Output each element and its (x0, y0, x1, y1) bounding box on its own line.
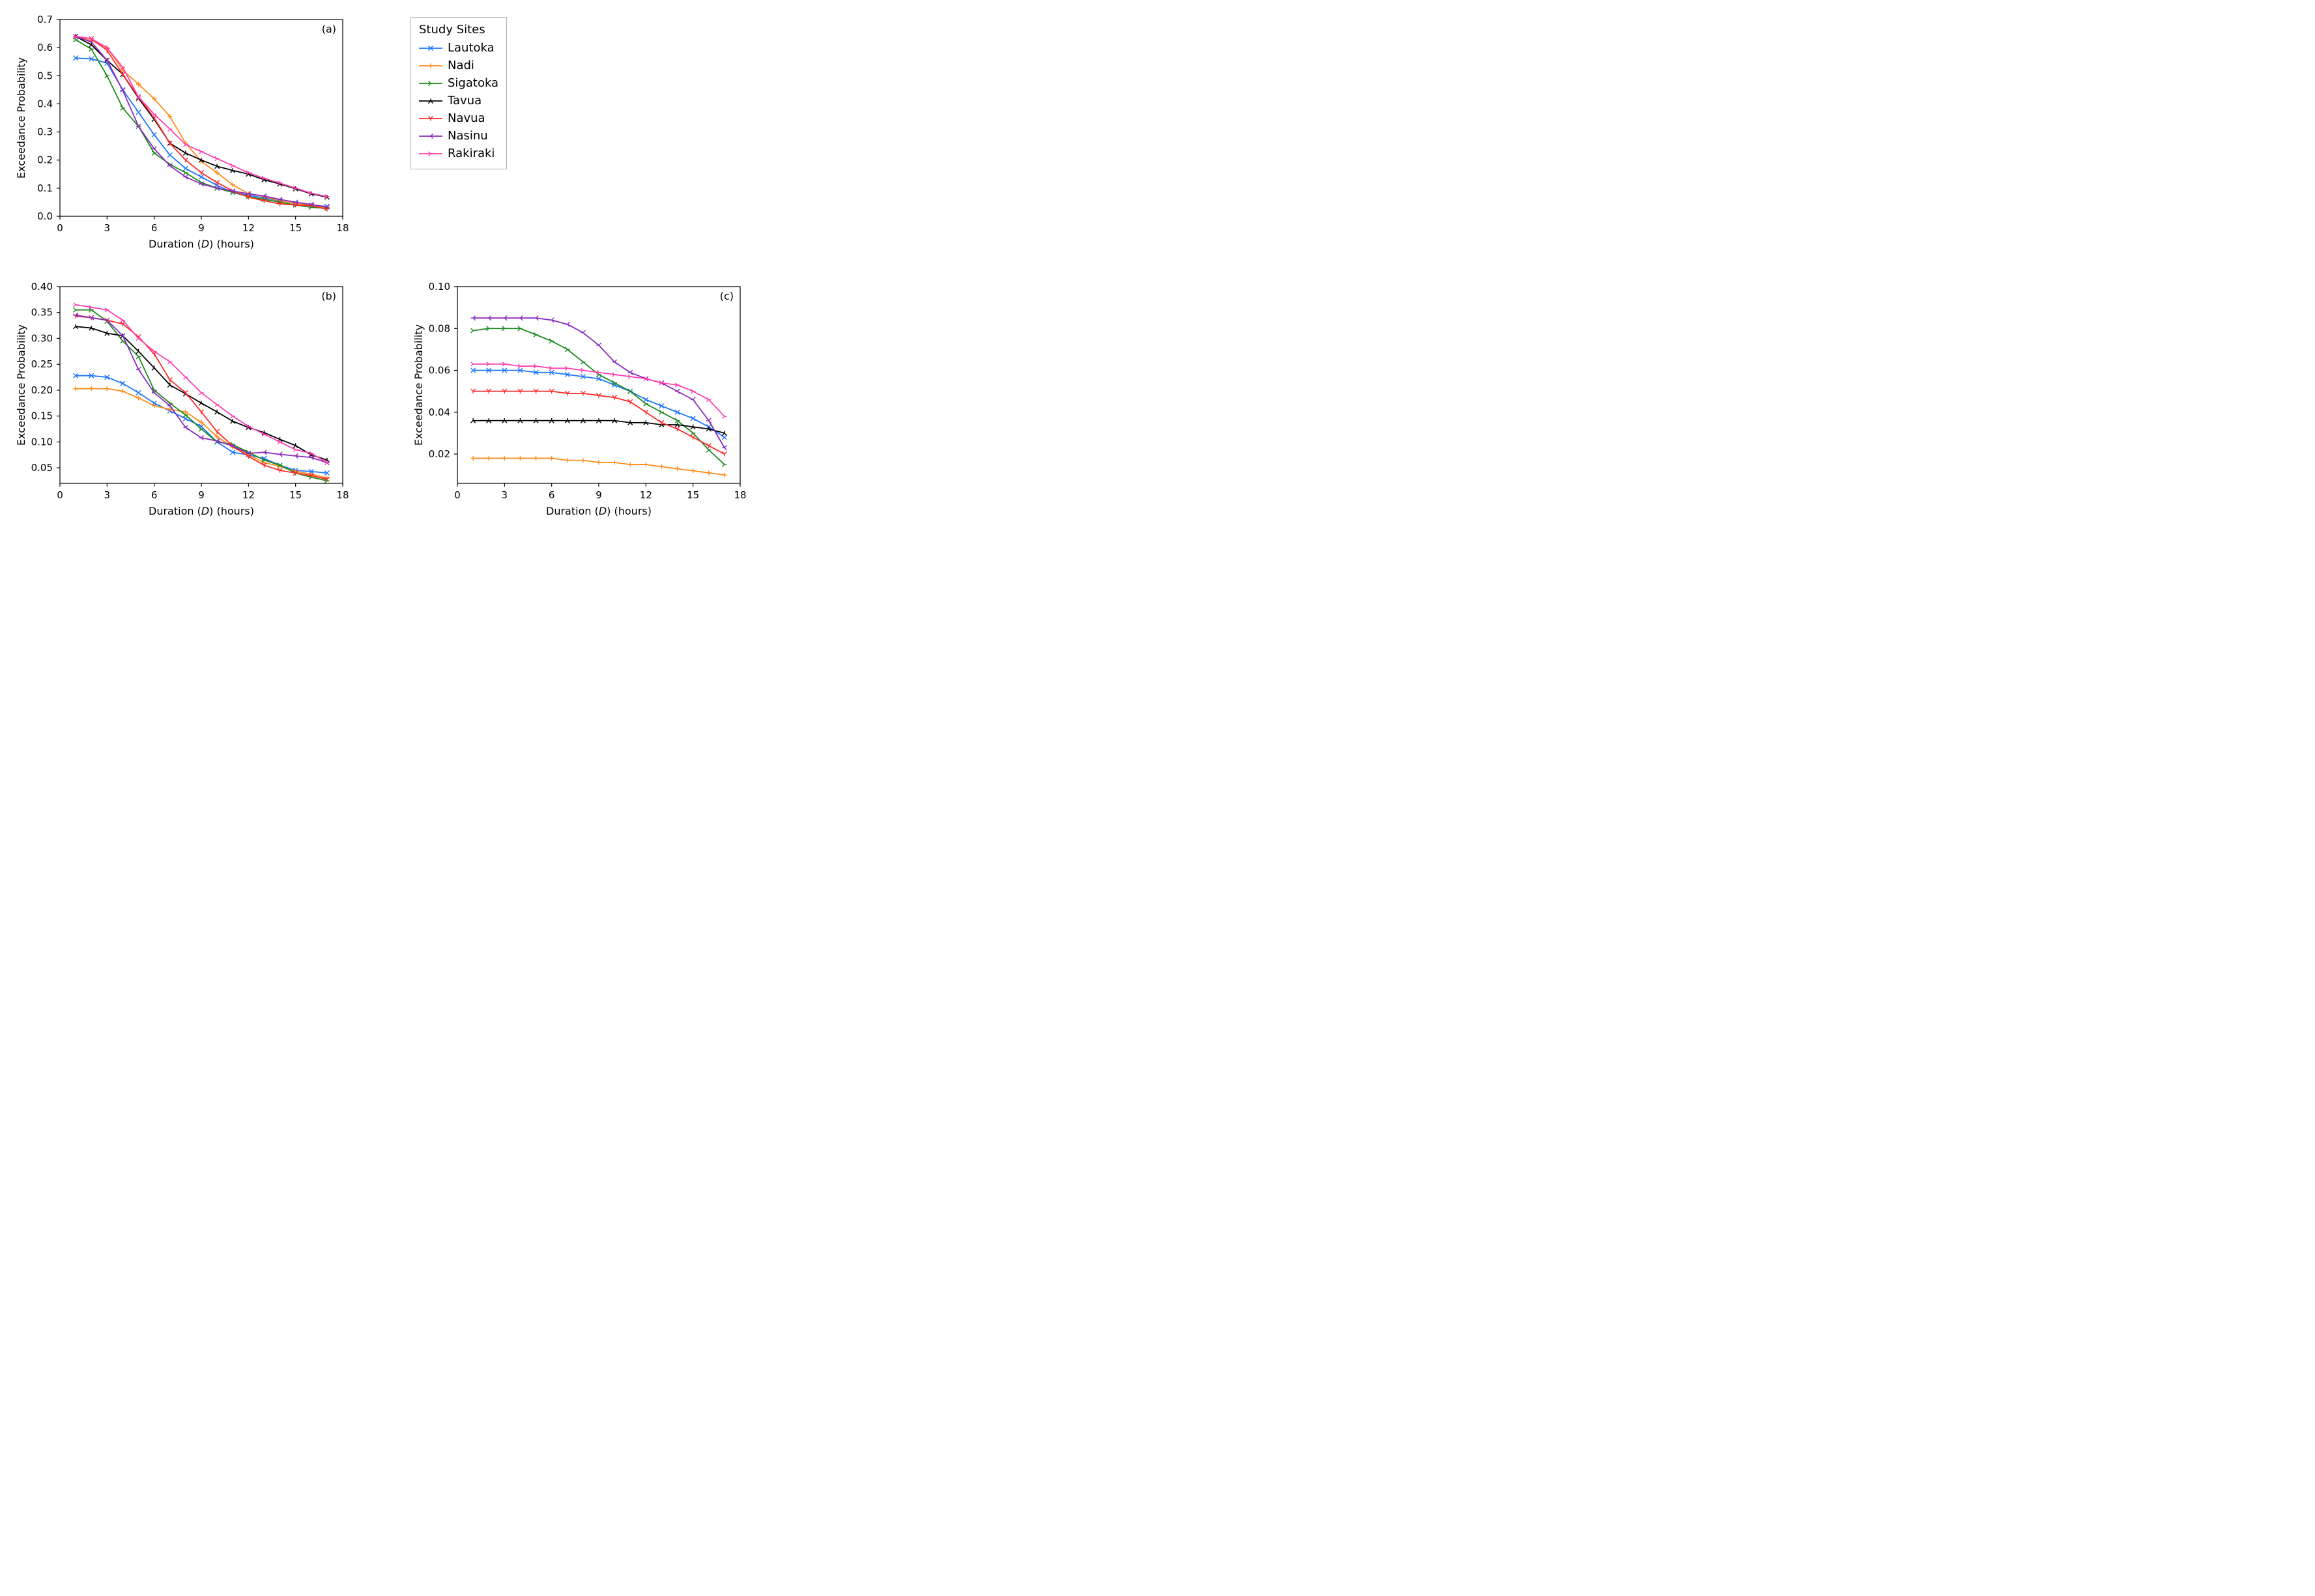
svg-text:(a): (a) (322, 23, 336, 35)
legend-swatch-icon (419, 132, 442, 141)
legend-swatch-icon (419, 79, 442, 88)
svg-text:15: 15 (289, 489, 302, 501)
legend-label: Tavua (448, 92, 482, 109)
svg-text:0.1: 0.1 (37, 182, 53, 194)
svg-text:0.25: 0.25 (31, 358, 53, 370)
svg-text:0.08: 0.08 (429, 322, 450, 334)
legend-label: Sigatoka (448, 74, 498, 92)
legend-swatch-icon (419, 96, 442, 106)
svg-text:3: 3 (104, 222, 111, 234)
svg-text:0.05: 0.05 (31, 462, 53, 474)
svg-text:Exceedance Probability: Exceedance Probability (15, 324, 27, 446)
legend-label: Nasinu (448, 127, 488, 145)
svg-text:Duration (D) (hours): Duration (D) (hours) (546, 505, 652, 517)
svg-text:6: 6 (549, 489, 555, 501)
svg-text:Duration (D) (hours): Duration (D) (hours) (149, 238, 254, 250)
svg-text:(b): (b) (321, 290, 336, 302)
svg-text:18: 18 (734, 489, 746, 501)
svg-text:18: 18 (336, 489, 349, 501)
legend-item: Nasinu (419, 127, 498, 145)
svg-text:0.06: 0.06 (429, 365, 450, 377)
panel-c: 0 3 6 9 12 15 18 0.02 0.04 0.06 0.08 0.10 Duration (… (410, 280, 782, 521)
svg-text:0.2: 0.2 (37, 154, 53, 166)
svg-text:0.3: 0.3 (37, 126, 53, 138)
svg-text:18: 18 (336, 222, 349, 234)
legend-label: Navua (448, 109, 485, 127)
legend-item: Rakiraki (419, 145, 498, 162)
legend-swatch-icon (419, 44, 442, 53)
svg-text:0.30: 0.30 (31, 332, 53, 344)
svg-text:0.02: 0.02 (429, 448, 450, 460)
svg-text:0.15: 0.15 (31, 410, 53, 422)
svg-text:0.04: 0.04 (429, 406, 450, 418)
legend-label: Rakiraki (448, 145, 495, 162)
svg-text:(c): (c) (720, 290, 734, 302)
svg-text:0.7: 0.7 (37, 14, 53, 25)
svg-text:0.35: 0.35 (31, 307, 53, 319)
legend-swatch-icon (419, 114, 442, 123)
svg-text:Duration (D) (hours): Duration (D) (hours) (149, 505, 254, 517)
legend-label: Lautoka (448, 39, 495, 57)
svg-text:0.40: 0.40 (31, 281, 53, 292)
svg-text:6: 6 (151, 222, 158, 234)
panel-a: 0 3 6 9 12 15 18 0.0 0.1 0.2 0.3 0.4 0.5 0.6 0.7 Durati… (13, 13, 384, 254)
legend-items: LautokaNadiSigatokaTavuaNavuaNasinuRakir… (419, 39, 498, 162)
legend-title: Study Sites (419, 23, 498, 36)
chart-b-svg: 0 3 6 9 12 15 18 0.05 0.10 0.15 0.20 0.25 0.30 0.35 0.… (13, 280, 352, 521)
legend-swatch-icon (419, 149, 442, 158)
svg-text:0.0: 0.0 (37, 210, 53, 222)
svg-text:Exceedance Probability: Exceedance Probability (15, 57, 27, 178)
figure-grid: 0 3 6 9 12 15 18 0.0 0.1 0.2 0.3 0.4 0.5 0.6 0.7 Durati… (13, 13, 782, 521)
svg-text:0: 0 (454, 489, 461, 501)
svg-text:0.5: 0.5 (37, 70, 53, 81)
legend-item: Nadi (419, 57, 498, 74)
legend-label: Nadi (448, 57, 474, 74)
legend-swatch-icon (419, 61, 442, 70)
legend-box: Study Sites LautokaNadiSigatokaTavuaNavu… (410, 17, 507, 169)
legend-item: Navua (419, 109, 498, 127)
svg-text:12: 12 (242, 222, 255, 234)
svg-text:3: 3 (502, 489, 508, 501)
svg-text:0.4: 0.4 (37, 98, 53, 109)
svg-text:9: 9 (198, 222, 205, 234)
svg-text:0: 0 (57, 222, 63, 234)
legend-item: Lautoka (419, 39, 498, 57)
panel-b: 0 3 6 9 12 15 18 0.05 0.10 0.15 0.20 0.25 0.30 0.35 0.… (13, 280, 384, 521)
legend-item: Tavua (419, 92, 498, 109)
svg-text:0.20: 0.20 (31, 384, 53, 396)
svg-text:0: 0 (57, 489, 63, 501)
svg-text:12: 12 (242, 489, 255, 501)
legend-item: Sigatoka (419, 74, 498, 92)
svg-text:9: 9 (596, 489, 602, 501)
legend-cell: Study Sites LautokaNadiSigatokaTavuaNavu… (410, 13, 782, 254)
svg-text:Exceedance Probability: Exceedance Probability (412, 324, 425, 446)
svg-text:6: 6 (151, 489, 158, 501)
svg-text:9: 9 (198, 489, 205, 501)
svg-text:12: 12 (640, 489, 652, 501)
svg-text:0.10: 0.10 (429, 281, 450, 292)
chart-a-svg: 0 3 6 9 12 15 18 0.0 0.1 0.2 0.3 0.4 0.5 0.6 0.7 Durati… (13, 13, 352, 254)
svg-text:0.6: 0.6 (37, 42, 53, 53)
svg-text:3: 3 (104, 489, 111, 501)
svg-text:15: 15 (289, 222, 302, 234)
svg-text:0.10: 0.10 (31, 436, 53, 448)
chart-c-svg: 0 3 6 9 12 15 18 0.02 0.04 0.06 0.08 0.10 Duration (… (410, 280, 749, 521)
svg-text:15: 15 (687, 489, 699, 501)
